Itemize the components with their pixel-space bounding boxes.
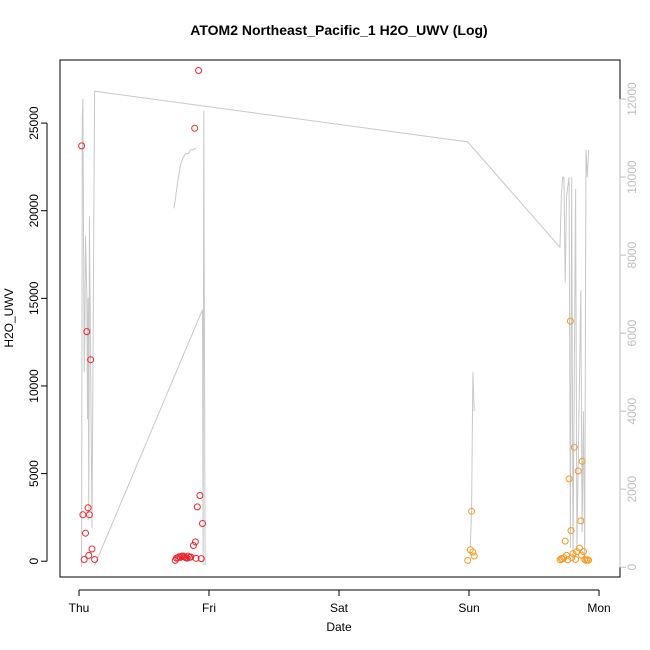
data-point-orange bbox=[567, 527, 575, 535]
data-point-red bbox=[191, 124, 199, 132]
data-point-orange bbox=[469, 548, 477, 556]
data-point-red bbox=[195, 67, 203, 74]
chart-title: ATOM2 Northeast_Pacific_1 H2O_UWV (Log) bbox=[190, 22, 487, 38]
data-point-red bbox=[85, 511, 93, 519]
x-axis-label: Date bbox=[326, 620, 352, 634]
data-point-orange bbox=[561, 537, 569, 545]
y2-tick-label: 6000 bbox=[625, 319, 639, 346]
data-point-red bbox=[79, 511, 87, 519]
data-point-red bbox=[187, 553, 195, 561]
x-tick-label: Sun bbox=[458, 601, 479, 615]
y-tick-label: 0 bbox=[27, 558, 41, 565]
data-point-orange bbox=[576, 544, 583, 552]
data-point-orange bbox=[569, 550, 577, 558]
data-point-orange bbox=[564, 556, 572, 564]
data-point-orange bbox=[579, 548, 587, 556]
x-axis: Thu Fri Sat Sun Mon bbox=[69, 589, 611, 615]
y-tick-label: 10000 bbox=[27, 369, 41, 403]
data-point-orange bbox=[568, 554, 576, 562]
data-point-red bbox=[191, 538, 199, 546]
data-point-orange bbox=[578, 457, 586, 465]
x-tick-label: Mon bbox=[587, 601, 610, 615]
data-point-red bbox=[87, 356, 95, 364]
x-tick-label: Fri bbox=[202, 601, 216, 615]
data-point-red bbox=[197, 555, 205, 563]
y2-tick-label: 12000 bbox=[625, 82, 639, 116]
data-point-red bbox=[189, 542, 197, 549]
y2-axis: 0 2000 4000 6000 8000 10000 12000 bbox=[619, 82, 639, 571]
data-point-orange bbox=[570, 443, 578, 451]
y2-tick-label: 0 bbox=[625, 564, 639, 571]
data-point-orange bbox=[559, 555, 567, 563]
x-tick-label: Sat bbox=[330, 601, 349, 615]
y2-tick-label: 8000 bbox=[625, 241, 639, 268]
gray-line-sun bbox=[469, 372, 475, 548]
data-point-red bbox=[199, 520, 206, 527]
data-point-orange bbox=[470, 552, 478, 560]
plot-area bbox=[59, 59, 621, 578]
data-point-orange bbox=[464, 556, 472, 564]
data-point-red bbox=[192, 554, 200, 562]
line-series bbox=[81, 90, 590, 567]
data-point-red bbox=[80, 556, 88, 563]
x-tick-label: Thu bbox=[69, 601, 90, 615]
y-tick-label: 15000 bbox=[27, 281, 41, 315]
gray-line-main bbox=[81, 90, 590, 567]
data-point-red bbox=[84, 504, 92, 512]
data-point-red bbox=[85, 551, 93, 559]
data-point-orange bbox=[577, 517, 585, 525]
data-point-red bbox=[91, 556, 99, 563]
y2-tick-label: 10000 bbox=[625, 160, 639, 194]
gray-line-diagonal bbox=[94, 110, 206, 566]
data-point-red bbox=[82, 529, 89, 537]
point-series bbox=[78, 67, 593, 564]
gray-line-fri bbox=[173, 147, 197, 209]
data-point-red bbox=[83, 328, 91, 336]
data-point-red bbox=[196, 492, 204, 499]
data-point-orange bbox=[572, 556, 580, 563]
data-point-orange bbox=[585, 556, 593, 564]
y-tick-label: 20000 bbox=[27, 194, 41, 228]
y-axis: 0 5000 10000 15000 20000 25000 bbox=[27, 106, 48, 565]
data-point-red bbox=[78, 142, 86, 150]
y2-tick-label: 2000 bbox=[625, 476, 639, 503]
data-point-orange bbox=[565, 475, 573, 483]
data-point-orange bbox=[574, 467, 582, 475]
y-axis-label: H2O_UWV bbox=[2, 288, 16, 347]
y-tick-label: 25000 bbox=[27, 106, 41, 140]
y-tick-label: 5000 bbox=[27, 460, 41, 487]
data-point-orange bbox=[581, 556, 589, 563]
data-point-orange bbox=[468, 507, 476, 515]
y2-tick-label: 4000 bbox=[625, 398, 639, 425]
data-point-red bbox=[88, 545, 96, 553]
data-point-orange bbox=[566, 317, 574, 325]
data-point-red bbox=[193, 503, 201, 511]
